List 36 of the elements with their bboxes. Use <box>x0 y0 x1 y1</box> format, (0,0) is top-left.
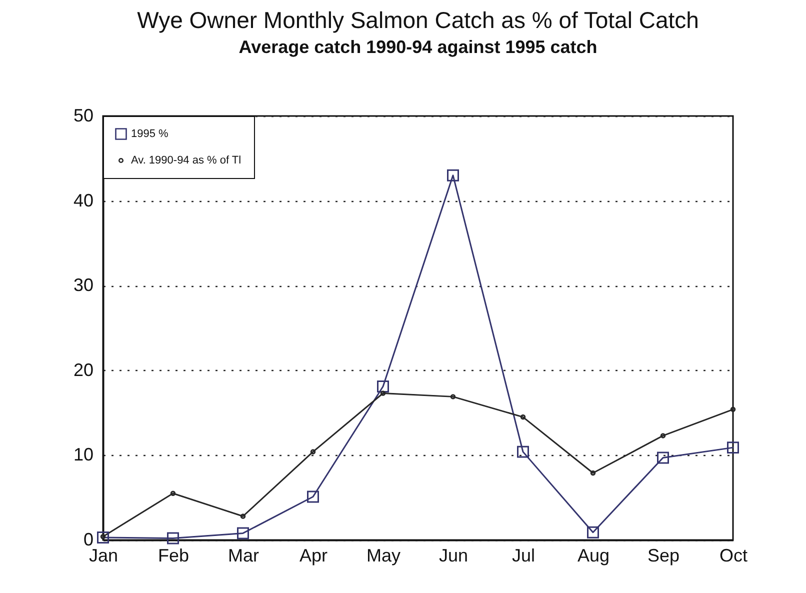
point <box>590 470 596 476</box>
point <box>520 414 526 420</box>
point <box>310 449 316 454</box>
x-tick-label: Jul <box>512 546 536 566</box>
chart-title: Wye Owner Monthly Salmon Catch as % of Total Catch <box>137 7 699 33</box>
chart-subtitle: Average catch 1990-94 against 1995 catch <box>238 37 598 57</box>
point <box>587 526 599 538</box>
y-tick-label: 20 <box>73 360 94 380</box>
x-tick-label: Mar <box>228 546 260 566</box>
point <box>450 394 456 400</box>
legend-label: 1995 % <box>131 128 169 140</box>
point <box>447 169 459 182</box>
y-tick-label: 50 <box>73 106 94 126</box>
point <box>170 490 176 496</box>
point <box>380 390 386 396</box>
x-tick-label: Apr <box>299 546 328 566</box>
point <box>167 532 179 544</box>
x-tick-label: Feb <box>158 546 190 566</box>
point <box>377 380 389 393</box>
x-tick-label: Aug <box>577 546 610 566</box>
point <box>237 527 249 540</box>
point <box>657 452 669 464</box>
y-tick-label: 40 <box>73 190 94 210</box>
point <box>240 514 246 519</box>
x-tick-label: Jun <box>438 546 468 566</box>
point <box>307 490 319 503</box>
point <box>727 442 739 454</box>
y-tick-label: 30 <box>73 275 94 296</box>
point <box>660 433 666 438</box>
x-tick-label: Sep <box>647 546 680 566</box>
legend-label: Av. 1990-94 as % of Tl <box>131 154 242 166</box>
point <box>97 531 109 544</box>
x-tick-label: May <box>366 546 401 566</box>
x-tick-label: Oct <box>719 546 748 566</box>
y-tick-label: 10 <box>73 444 94 465</box>
point <box>517 446 529 458</box>
